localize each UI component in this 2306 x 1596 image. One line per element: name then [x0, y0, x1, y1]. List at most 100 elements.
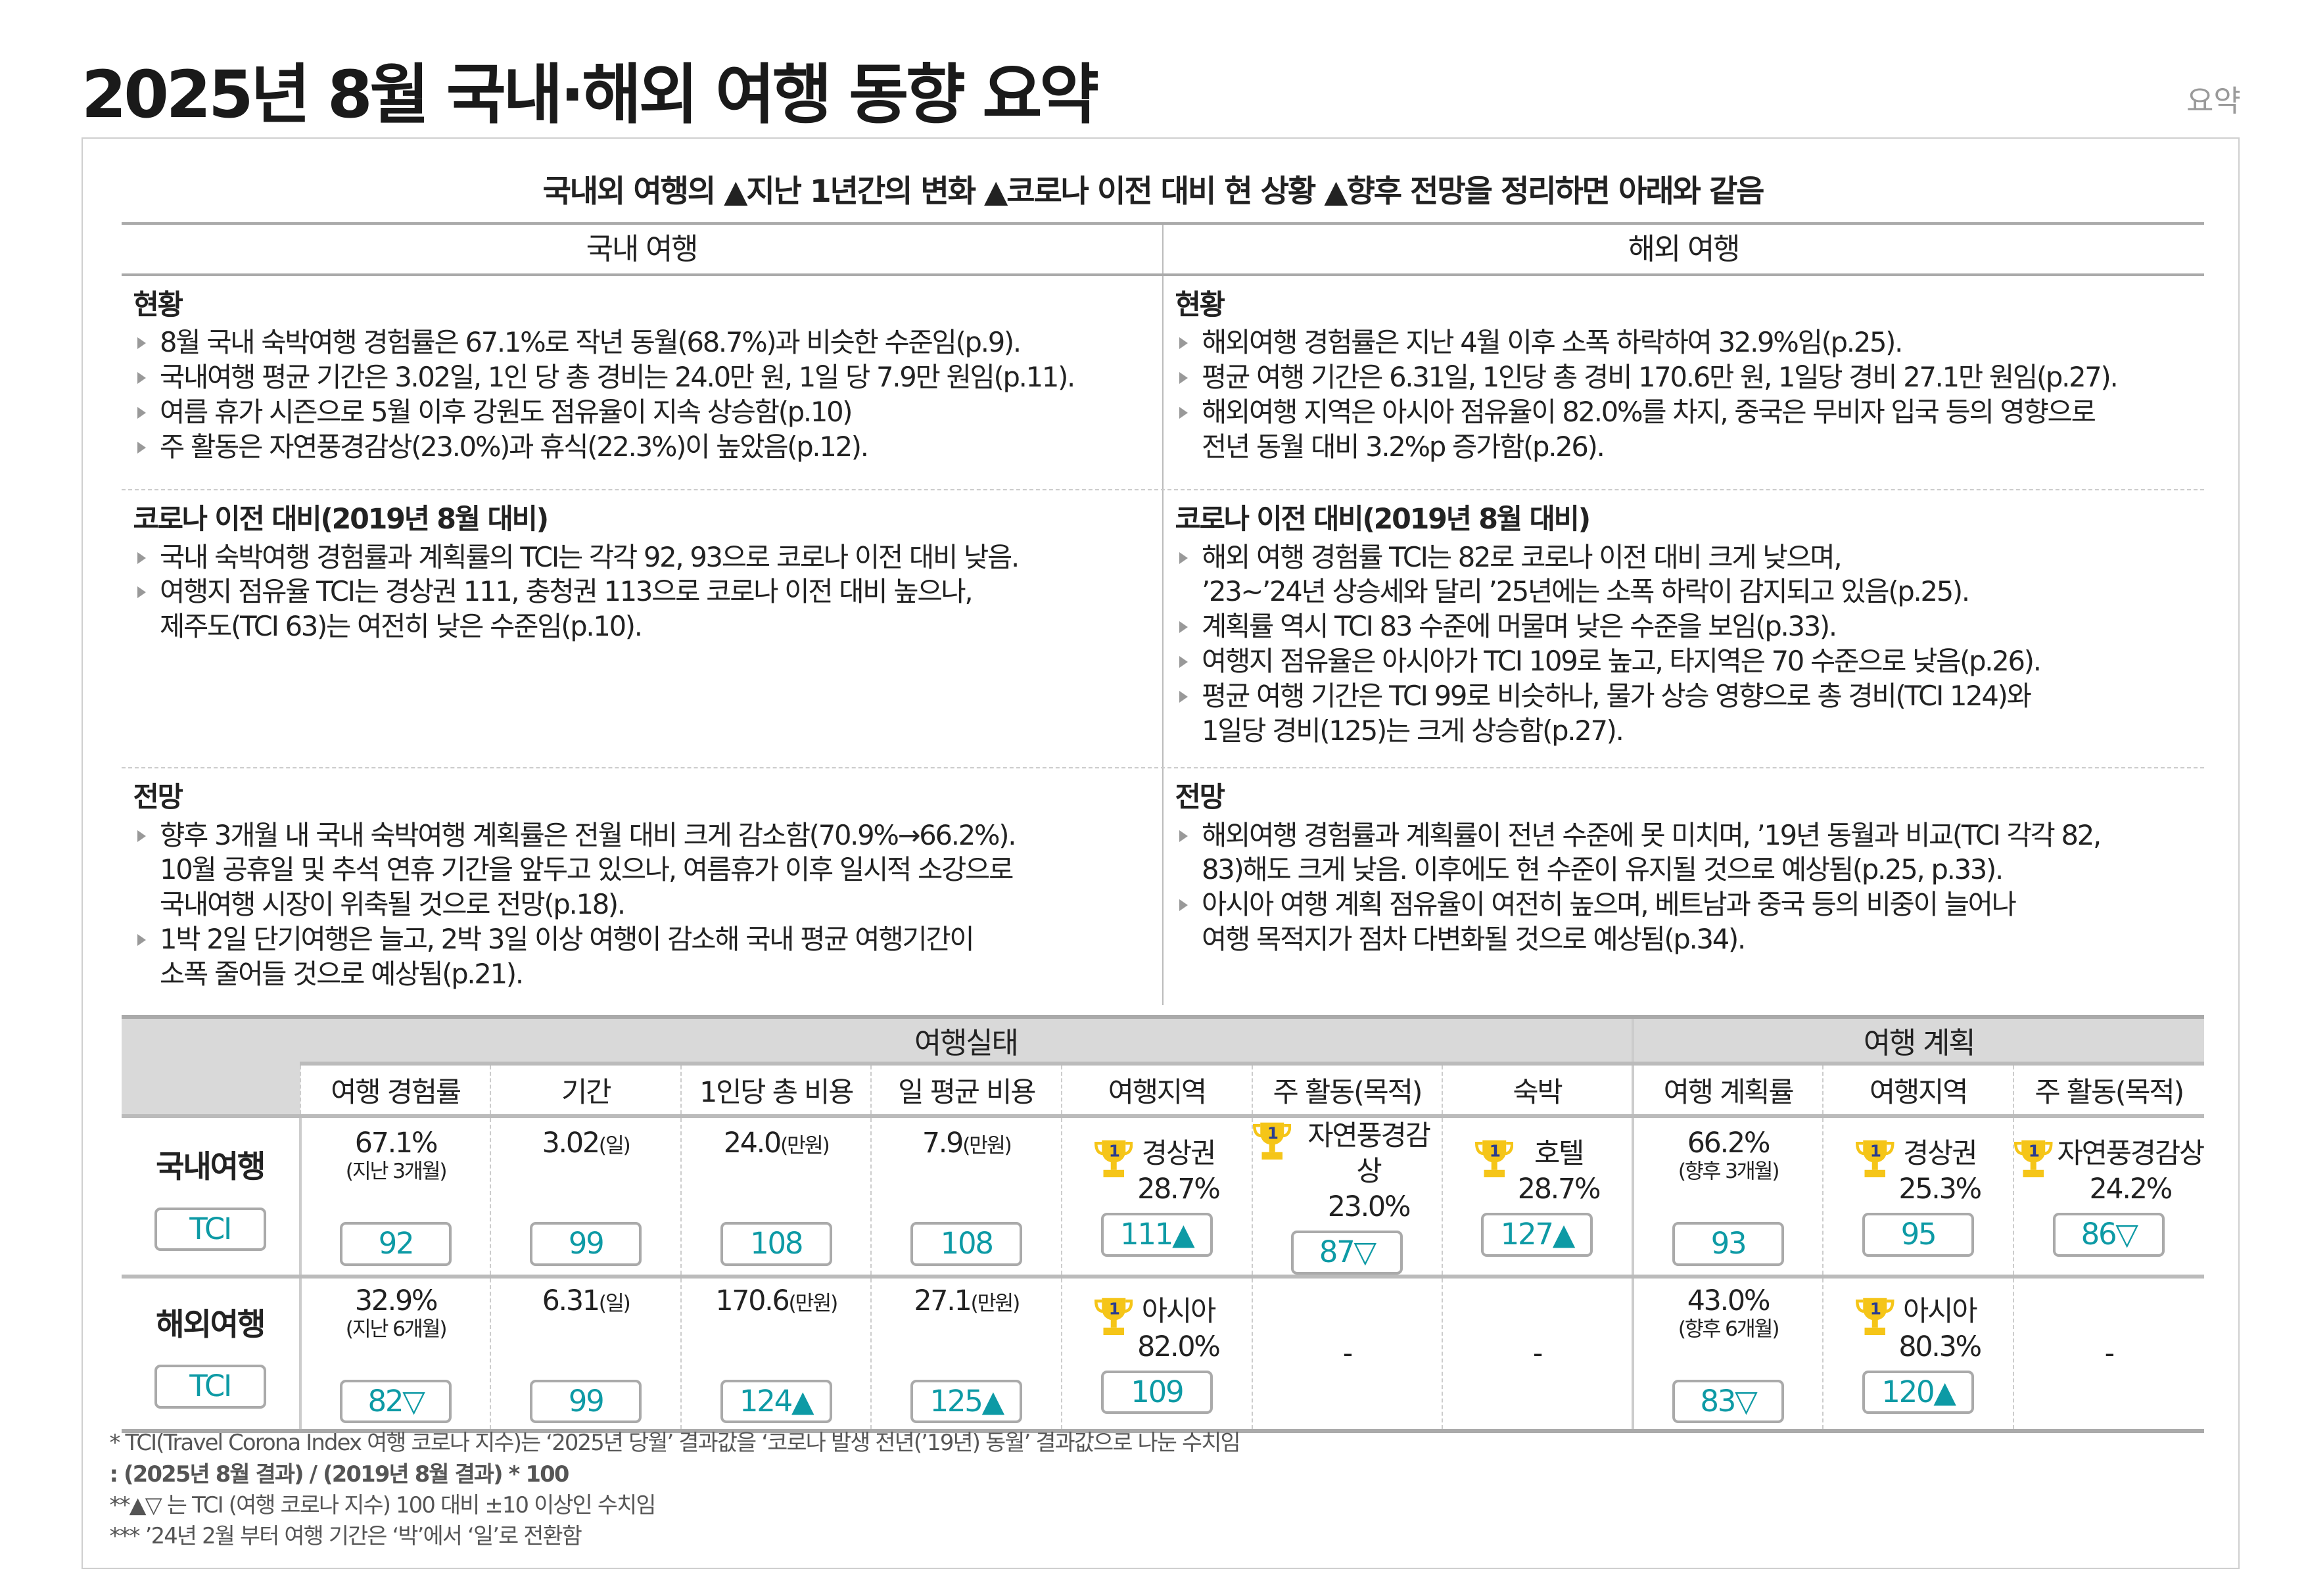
tci-value: 124▲: [720, 1379, 832, 1423]
bullet-item: 여행지 점유율 TCI는 경상권 111, 충청권 113으로 코로나 이전 대…: [133, 575, 1150, 644]
metric-value: 27.1: [914, 1284, 972, 1317]
rank-1-name: 경상권: [1141, 1137, 1217, 1170]
summary-cell: 170.6(만원) 124▲: [680, 1276, 872, 1431]
section-heading: 전망: [133, 781, 183, 814]
metric-unit: (일): [598, 1291, 631, 1315]
share-value: 25.3%: [1898, 1173, 1982, 1206]
summary-cell: 3.02(일) 99: [490, 1116, 681, 1279]
trophy-icon: 1: [1094, 1136, 1133, 1188]
metric-value: 170.6: [715, 1284, 789, 1317]
summary-cell: 24.0(만원) 108: [680, 1116, 872, 1279]
group-header-plan: 여행 계획: [1631, 1016, 2204, 1066]
svg-text:1: 1: [1870, 1299, 1881, 1318]
trophy-icon: 1: [1252, 1118, 1292, 1170]
share-value: 28.7%: [1137, 1173, 1221, 1206]
footnotes: * TCI(Travel Corona Index 여행 코로나 지수)는 ‘2…: [109, 1427, 1241, 1551]
metric-value: 7.9: [922, 1127, 964, 1160]
summary-cell: 32.9% (지난 6개월) 82▽: [298, 1276, 491, 1431]
rank-1-name: 경상권: [1903, 1137, 1978, 1170]
svg-text:1: 1: [1267, 1124, 1277, 1143]
svg-text:1: 1: [1109, 1142, 1119, 1161]
trophy-icon: 1: [1094, 1140, 1133, 1177]
table-row: 국내여행 TCI 67.1% (지난 3개월) 92 3.02(일) 99 24.0(만원)…: [121, 1116, 2205, 1279]
summary-cell: 1 아시아 82.0% 109: [1061, 1276, 1252, 1431]
tci-value: 86▽: [2053, 1213, 2165, 1257]
summary-cell: 7.9(만원) 108: [870, 1116, 1062, 1279]
metric-period: (향후 3개월): [1678, 1160, 1780, 1183]
bullet-item: 여행지 점유율은 아시아가 TCI 109로 높고, 타지역은 70 수준으로 …: [1175, 644, 2192, 679]
tci-value: 120▲: [1862, 1370, 1975, 1414]
page-title: 2025년 8월 국내·해외 여행 동향 요약: [81, 57, 1099, 133]
trophy-icon: 1: [1856, 1294, 1894, 1346]
bullet-item: 8월 국내 숙박여행 경험률은 67.1%로 작년 동월(68.7%)과 비슷한…: [133, 325, 1150, 360]
rank-1-entry: 1 호텔 28.7%: [1474, 1136, 1601, 1207]
summary-cell: 1 아시아 80.3% 120▲: [1822, 1276, 2013, 1431]
summary-cell: 6.31(일) 99: [490, 1276, 681, 1431]
table-row: 해외여행 TCI 32.9% (지난 6개월) 82▽ 6.31(일) 99 170.6(만…: [122, 1276, 2204, 1431]
column-header: 여행 경험률: [299, 1063, 491, 1118]
metric-period: (지난 6개월): [345, 1317, 448, 1341]
trophy-icon: 1: [1252, 1122, 1292, 1160]
corner-cell: [121, 1016, 300, 1119]
column-header: 여행지역: [1061, 1063, 1252, 1118]
bullet-item: 계획률 역시 TCI 83 수준에 머물며 낮은 수준을 보임(p.33).: [1175, 609, 2192, 644]
tci-value: 92: [340, 1222, 452, 1266]
section-heading: 코로나 이전 대비(2019년 8월 대비): [1175, 503, 1591, 536]
row-label: 해외여행: [156, 1306, 266, 1343]
rank-1-name: 자연풍경감상: [1307, 1119, 1431, 1188]
column-header: 일 평균 비용: [870, 1063, 1062, 1118]
comparison-table: 국내 여행 해외 여행 현황 8월 국내 숙박여행 경험률은 67.1%로 작년 …: [121, 222, 2204, 1005]
tci-label: TCI: [154, 1365, 266, 1409]
section-domestic: 코로나 이전 대비(2019년 8월 대비) 국내 숙박여행 경험률과 계획률의 …: [122, 490, 1164, 767]
content-frame: [81, 137, 2240, 1570]
metric-value: 24.0: [723, 1127, 782, 1160]
tci-value: 127▲: [1481, 1213, 1593, 1257]
section-overseas: 현황 해외여행 경험률은 지난 4월 이후 소폭 하락하여 32.9%임(p.25…: [1164, 276, 2204, 489]
summary-table: 여행실태 여행 계획 여행 경험률 기간 1인당 총 비용 일 평균 비용 여행지역 주 활동…: [121, 1014, 2205, 1433]
bullet-item: 향후 3개월 내 국내 숙박여행 계획률은 전월 대비 크게 감소함(70.9%…: [133, 818, 1150, 923]
row-label-cell: 국내여행 TCI: [121, 1116, 300, 1279]
summary-cell: 1 호텔 28.7% 127▲: [1442, 1116, 1633, 1279]
bullet-item: 아시아 여행 계획 점유율이 여전히 높으며, 베트남과 중국 등의 비중이 늘…: [1175, 887, 2192, 957]
tci-value: 109: [1100, 1370, 1213, 1414]
summary-cell: 1 자연풍경감상 23.0% 87▽: [1251, 1116, 1443, 1279]
trophy-icon: 1: [1856, 1140, 1894, 1177]
share-value: 82.0%: [1137, 1330, 1221, 1363]
footnote: **▲▽ 는 TCI (여행 코로나 지수) 100 대비 ±10 이상인 수치…: [109, 1491, 657, 1518]
metric-unit: (일): [598, 1134, 631, 1158]
trophy-icon: 1: [1856, 1298, 1894, 1335]
rank-1-name: 아시아: [1903, 1294, 1978, 1328]
share-value: 28.7%: [1517, 1173, 1601, 1206]
section-overseas: 코로나 이전 대비(2019년 8월 대비) 해외 여행 경험률 TCI는 82로…: [1164, 490, 2204, 767]
metric-value: 43.0%: [1687, 1284, 1771, 1317]
share-value: 24.2%: [2089, 1173, 2173, 1206]
tci-value: 82▽: [340, 1379, 452, 1423]
bullet-item: 평균 여행 기간은 6.31일, 1인당 총 경비 170.6만 원, 1일당 …: [1175, 360, 2192, 395]
tci-label: TCI: [154, 1207, 266, 1252]
summary-cell: -: [1251, 1276, 1443, 1431]
tci-value: 108: [720, 1222, 832, 1266]
metric-unit: (만원): [970, 1291, 1021, 1315]
column-header: 1인당 총 비용: [680, 1063, 872, 1118]
bullet-item: 여름 휴가 시즌으로 5월 이후 강원도 점유율이 지속 상승함(p.10): [133, 395, 1150, 430]
metric-value: 3.02: [542, 1127, 600, 1160]
tci-value: 108: [910, 1222, 1023, 1266]
column-header: 여행 계획률: [1631, 1063, 1824, 1118]
section-heading: 코로나 이전 대비(2019년 8월 대비): [133, 503, 550, 536]
metric-unit: (만원): [788, 1291, 838, 1315]
section-tag: 요약: [2186, 83, 2241, 118]
metric-value: 6.31: [542, 1284, 600, 1317]
header-overseas: 해외 여행: [1628, 231, 1741, 266]
bullet-item: 국내여행 평균 기간은 3.02일, 1인 당 총 경비는 24.0만 원, 1…: [133, 360, 1150, 395]
bullet-item: 국내 숙박여행 경험률과 계획률의 TCI는 각각 92, 93으로 코로나 이…: [133, 540, 1150, 575]
summary-cell: 66.2% (향후 3개월) 93: [1631, 1116, 1824, 1279]
section-heading: 현황: [1175, 288, 1225, 321]
metric-unit: (만원): [962, 1134, 1012, 1158]
trophy-icon: 1: [2014, 1136, 2053, 1188]
column-header: 주 활동(목적): [2012, 1063, 2204, 1118]
rank-1-entry: 1 자연풍경감상 23.0%: [1252, 1118, 1442, 1225]
tci-value: 99: [530, 1222, 642, 1266]
metric-period: (지난 3개월): [345, 1160, 448, 1183]
